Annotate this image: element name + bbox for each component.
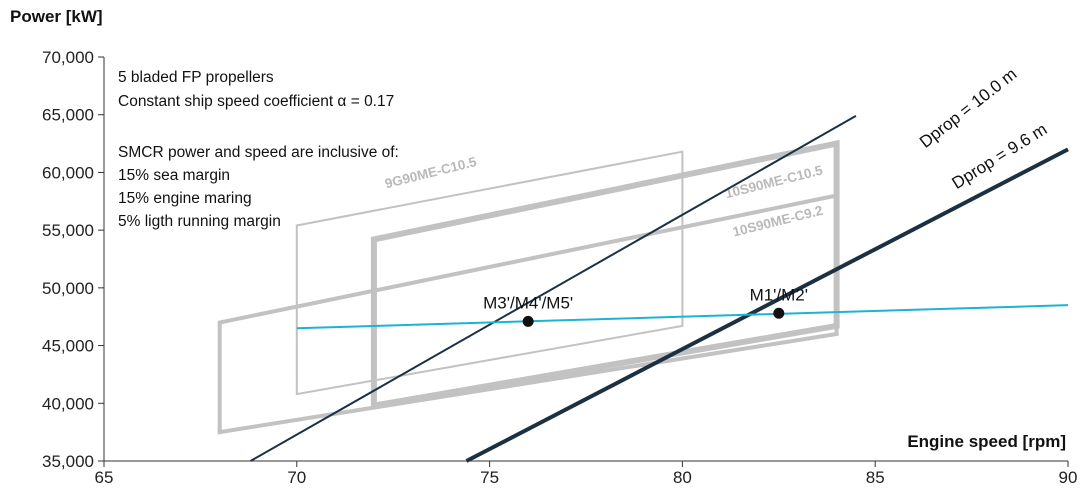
- y-tick-label: 45,000: [42, 337, 94, 356]
- constant-speed-line: [296, 304, 1069, 330]
- note-sea-margin: 15% sea margin: [118, 167, 230, 184]
- dprop-10-0-line: [250, 114, 857, 462]
- note-speed-coefficient: Constant ship speed coefficient α = 0.17: [118, 93, 394, 110]
- layout-10s90me-c10-5: [370, 139, 840, 410]
- x-tick-label: 70: [287, 468, 306, 487]
- y-tick-label: 55,000: [42, 221, 94, 240]
- propeller-curves: [250, 114, 1069, 463]
- axes: 35,000 40,000 45,000 50,000 55,000 60,000 65,0…: [42, 48, 1077, 487]
- point-m1-m2-label: M1'/M2': [750, 285, 808, 304]
- x-axis-title: Engine speed [rpm]: [907, 432, 1066, 451]
- point-m3-m4-m5-label: M3'/M4'/M5': [483, 293, 573, 312]
- x-tick-label: 75: [480, 468, 499, 487]
- x-tick-label: 80: [673, 468, 692, 487]
- note-engine-margin: 15% engine maring: [118, 190, 252, 207]
- layout-10s90me-c9-2: [217, 193, 839, 435]
- x-tick-label: 90: [1059, 468, 1078, 487]
- y-tick-label: 70,000: [42, 48, 94, 67]
- note-light-running-margin: 5% ligth running margin: [118, 213, 281, 230]
- x-tick-label: 65: [95, 468, 114, 487]
- dprop-9-6-line: [465, 147, 1069, 463]
- y-axis-title: Power [kW]: [10, 7, 103, 26]
- point-m3-m4-m5: [522, 315, 534, 327]
- dprop-9-6-line-label: Dprop = 9.6 m: [949, 119, 1051, 192]
- operating-points: M3'/M4'/M5' M1'/M2': [483, 285, 808, 327]
- y-tick-label: 65,000: [42, 106, 94, 125]
- y-tick-label: 50,000: [42, 279, 94, 298]
- point-m1-m2: [773, 307, 785, 319]
- y-tick-label: 40,000: [42, 394, 94, 413]
- layout-9g90me-c10-5: [295, 150, 684, 396]
- note-smcr-heading: SMCR power and speed are inclusive of:: [118, 144, 399, 161]
- note-propellers: 5 bladed FP propellers: [118, 69, 274, 86]
- x-tick-label: 85: [866, 468, 885, 487]
- chart-notes: 5 bladed FP propellers Constant ship spe…: [118, 69, 399, 230]
- y-tick-label: 60,000: [42, 163, 94, 182]
- dprop-10-0-line-label: Dprop = 10.0 m: [916, 64, 1020, 151]
- y-tick-label: 35,000: [42, 452, 94, 471]
